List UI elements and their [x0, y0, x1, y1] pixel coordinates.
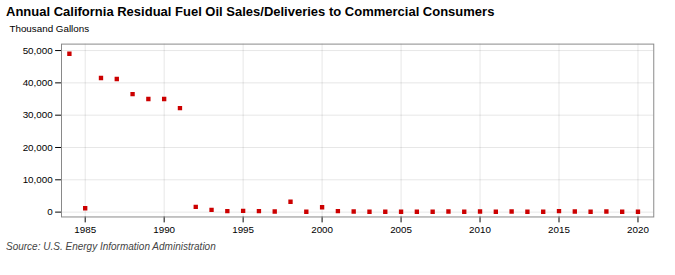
- svg-text:50,000: 50,000: [23, 45, 54, 56]
- svg-text:0: 0: [47, 206, 53, 217]
- svg-text:30,000: 30,000: [23, 109, 54, 120]
- html-text:Source: U.S. Energy Informatio: Source: U.S. Energy Information Administ…: [6, 241, 216, 252]
- svg-text:2020: 2020: [627, 224, 649, 235]
- svg-text:10,000: 10,000: [23, 174, 54, 185]
- svg-text:Thousand Gallons: Thousand Gallons: [9, 23, 89, 34]
- svg-text:2015: 2015: [548, 224, 570, 235]
- svg-text:1990: 1990: [153, 224, 175, 235]
- svg-text:1995: 1995: [232, 224, 254, 235]
- svg-text:2000: 2000: [311, 224, 333, 235]
- html-text:Annual California Residual Fue: Annual California Residual Fuel Oil Sale…: [6, 4, 495, 19]
- svg-text:2010: 2010: [469, 224, 491, 235]
- svg-text:40,000: 40,000: [23, 77, 54, 88]
- svg-text:2005: 2005: [390, 224, 412, 235]
- svg-text:1985: 1985: [74, 224, 96, 235]
- svg-text:20,000: 20,000: [23, 142, 54, 153]
